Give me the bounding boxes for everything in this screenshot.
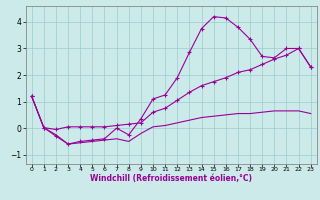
X-axis label: Windchill (Refroidissement éolien,°C): Windchill (Refroidissement éolien,°C) (90, 174, 252, 183)
